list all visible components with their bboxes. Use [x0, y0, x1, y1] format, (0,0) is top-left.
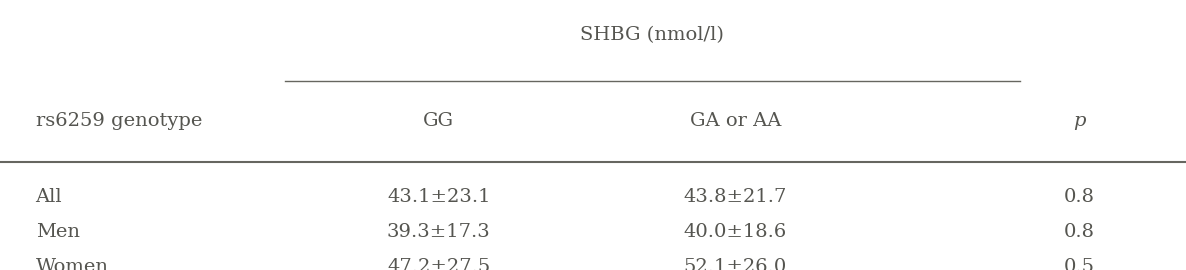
Text: 47.2±27.5: 47.2±27.5	[387, 258, 491, 270]
Text: 0.8: 0.8	[1064, 188, 1095, 206]
Text: Women: Women	[36, 258, 109, 270]
Text: p: p	[1073, 113, 1085, 130]
Text: 52.1±26.0: 52.1±26.0	[683, 258, 788, 270]
Text: 40.0±18.6: 40.0±18.6	[683, 223, 788, 241]
Text: GA or AA: GA or AA	[689, 113, 782, 130]
Text: 0.5: 0.5	[1064, 258, 1095, 270]
Text: 0.8: 0.8	[1064, 223, 1095, 241]
Text: 39.3±17.3: 39.3±17.3	[387, 223, 491, 241]
Text: SHBG (nmol/l): SHBG (nmol/l)	[580, 26, 725, 44]
Text: GG: GG	[423, 113, 454, 130]
Text: rs6259 genotype: rs6259 genotype	[36, 113, 202, 130]
Text: 43.8±21.7: 43.8±21.7	[683, 188, 788, 206]
Text: 43.1±23.1: 43.1±23.1	[387, 188, 491, 206]
Text: All: All	[36, 188, 62, 206]
Text: Men: Men	[36, 223, 79, 241]
